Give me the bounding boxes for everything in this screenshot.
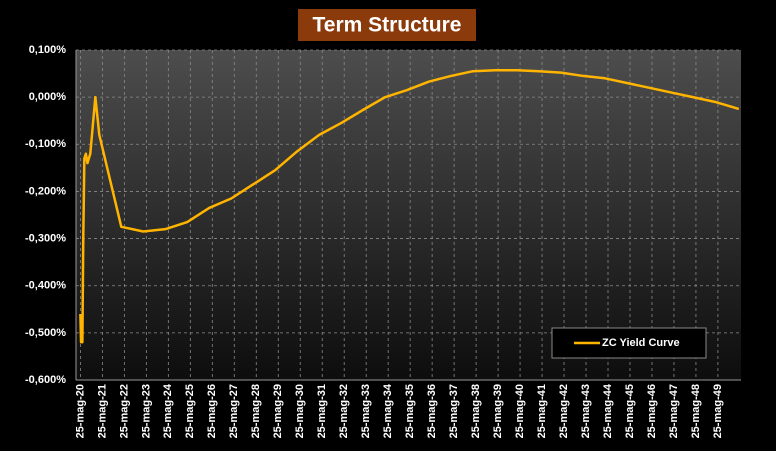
x-tick-label: 25-mag-43 [580, 384, 592, 438]
x-tick-label: 25-mag-41 [536, 384, 548, 438]
chart-title: Term Structure [313, 14, 462, 37]
x-tick-label: 25-mag-46 [646, 384, 658, 438]
y-tick-label: -0,300% [25, 232, 66, 244]
x-tick-label: 25-mag-26 [206, 384, 218, 438]
x-tick-label: 25-mag-39 [492, 384, 504, 438]
x-tick-label: 25-mag-47 [668, 384, 680, 438]
y-tick-label: 0,100% [29, 44, 67, 56]
x-tick-label: 25-mag-40 [514, 384, 526, 438]
y-tick-label: -0,400% [25, 280, 66, 292]
x-tick-label: 25-mag-36 [426, 384, 438, 438]
y-tick-label: -0,600% [25, 374, 66, 386]
x-tick-label: 25-mag-44 [602, 383, 614, 438]
x-tick-label: 25-mag-42 [558, 384, 570, 438]
x-tick-label: 25-mag-28 [250, 384, 262, 438]
x-tick-label: 25-mag-30 [294, 384, 306, 438]
legend-label: ZC Yield Curve [602, 337, 680, 349]
x-tick-label: 25-mag-33 [360, 384, 372, 438]
x-tick-label: 25-mag-31 [316, 384, 328, 438]
data-line [79, 69, 740, 344]
x-tick-label: 25-mag-45 [624, 384, 636, 438]
x-tick-label: 25-mag-23 [140, 384, 152, 438]
x-tick-label: 25-mag-37 [448, 384, 460, 438]
x-tick-label: 25-mag-21 [96, 384, 108, 438]
x-tick-label: 25-mag-22 [118, 384, 130, 438]
x-tick-label: 25-mag-48 [690, 384, 702, 438]
y-tick-label: 0,000% [29, 91, 67, 103]
x-tick-label: 25-mag-35 [404, 384, 416, 438]
x-tick-label: 25-mag-29 [272, 384, 284, 438]
x-tick-label: 25-mag-24 [162, 383, 174, 438]
x-tick-label: 25-mag-20 [74, 384, 86, 438]
y-tick-label: -0,200% [25, 185, 66, 197]
x-tick-label: 25-mag-34 [382, 383, 394, 438]
x-tick-label: 25-mag-49 [712, 384, 724, 438]
x-tick-label: 25-mag-38 [470, 384, 482, 438]
y-tick-label: -0,500% [25, 327, 66, 339]
x-tick-label: 25-mag-25 [184, 384, 196, 438]
title-box [298, 9, 476, 41]
y-tick-label: -0,100% [25, 138, 66, 150]
x-tick-label: 25-mag-32 [338, 384, 350, 438]
x-tick-label: 25-mag-27 [228, 384, 240, 438]
